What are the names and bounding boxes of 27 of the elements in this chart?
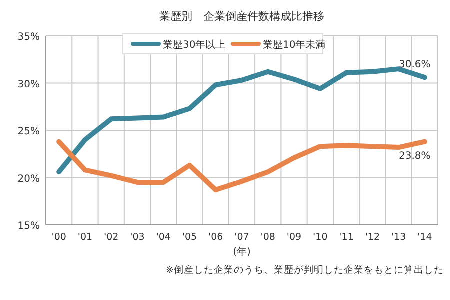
x-tick-label: '06 bbox=[208, 232, 224, 243]
annotation: 23.8% bbox=[399, 150, 431, 162]
x-tick-label: '12 bbox=[365, 232, 380, 243]
legend-label: 業歴10年未満 bbox=[263, 39, 326, 51]
x-tick-label: '08 bbox=[260, 232, 276, 243]
x-tick-label: '00 bbox=[52, 232, 66, 243]
y-tick-label: 25% bbox=[18, 126, 40, 138]
x-tick-label: '02 bbox=[104, 232, 119, 243]
text: ※倒産した企業のうち、業歴が判明した企業をもとに算出した bbox=[166, 264, 444, 276]
y-tick-label: 35% bbox=[18, 32, 40, 43]
x-tick-label: '10 bbox=[313, 232, 328, 243]
x-tick-label: '05 bbox=[182, 232, 198, 243]
x-tick-label: '03 bbox=[130, 232, 145, 243]
x-tick-label: '07 bbox=[234, 232, 250, 243]
x-tick-label: '09 bbox=[286, 232, 302, 243]
y-tick-label: 30% bbox=[18, 79, 40, 90]
x-tick-label: '11 bbox=[339, 232, 354, 243]
x-tick-label: '04 bbox=[156, 232, 171, 243]
x-tick-label: '13 bbox=[391, 232, 406, 243]
y-tick-label: 15% bbox=[18, 221, 40, 232]
x-tick-label: '14 bbox=[418, 232, 432, 243]
legend-label: 業歴30年以上 bbox=[163, 39, 226, 51]
chart-title: 業歴別 企業倒産件数構成比推移 bbox=[160, 10, 324, 23]
x-axis-title: (年) bbox=[233, 246, 251, 258]
y-tick-label: 20% bbox=[18, 174, 40, 185]
x-tick-label: '01 bbox=[78, 232, 93, 243]
annotation: 30.6% bbox=[399, 60, 431, 71]
